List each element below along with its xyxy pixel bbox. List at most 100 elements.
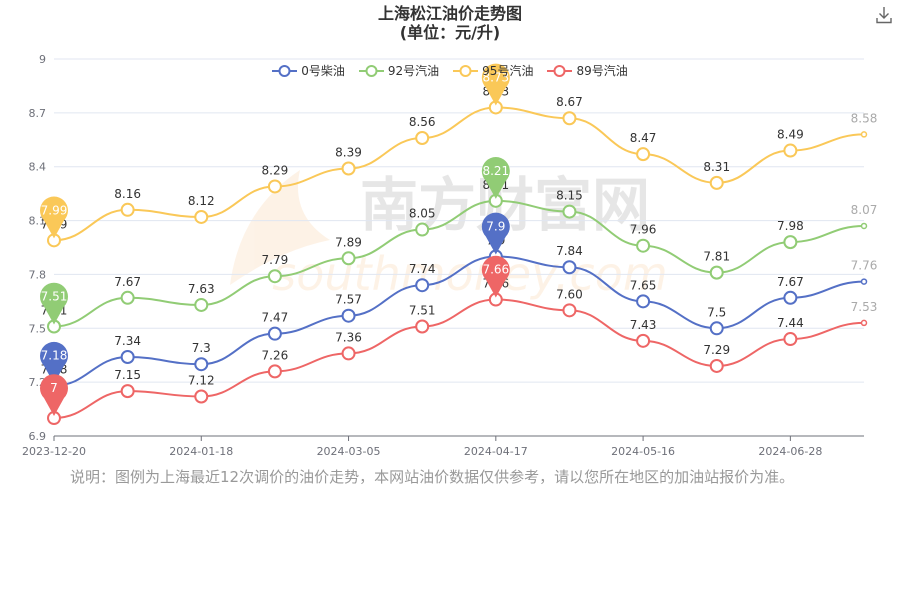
y-tick-label: 7.5 [29,322,47,335]
data-label: 7.29 [703,343,730,357]
legend-item[interactable]: 89号汽油 [547,62,628,79]
legend-item[interactable]: 0号柴油 [272,62,345,79]
y-tick-label: 6.9 [29,430,47,443]
chart-legend: 0号柴油 92号汽油 95号汽油 89号汽油 [0,62,900,79]
series-line-3 [53,298,865,420]
data-point [860,131,868,138]
data-point [194,357,209,372]
legend-label: 89号汽油 [576,64,628,78]
data-point [120,350,135,365]
data-point [783,332,798,347]
data-label: 8.56 [409,115,436,129]
data-label: 7.98 [777,219,804,233]
data-label: 7.84 [556,244,583,258]
data-label: 7.76 [851,259,878,273]
data-point [341,346,356,361]
download-icon[interactable] [876,6,892,24]
chart-title: 上海松江油价走势图 [377,4,522,23]
legend-swatch [547,64,573,77]
data-point [860,222,868,230]
data-label: 7.89 [335,235,362,249]
data-label: 7.26 [262,348,289,362]
data-point [267,179,282,194]
data-label: 7.51 [409,303,436,317]
data-label: 7.67 [777,275,804,289]
data-point [562,260,577,275]
legend-item[interactable]: 92号汽油 [358,62,439,79]
data-point [267,364,282,379]
x-tick-label: 2024-04-17 [464,445,528,458]
data-point [783,290,798,305]
data-label: 7.81 [703,250,730,264]
data-label: 7.47 [262,311,289,325]
data-label: 7.43 [630,318,657,332]
data-label: 7.53 [851,300,878,314]
data-point [194,209,209,224]
data-label: 8.67 [556,95,583,109]
x-tick-label: 2023-12-20 [22,445,86,458]
pin-label: 7.51 [41,289,68,303]
pin-marker [481,63,510,106]
legend-item[interactable]: 95号汽油 [453,62,533,79]
pin-label: 8.73 [482,70,509,84]
data-label: 7.63 [188,282,215,296]
data-point [341,161,356,176]
data-label: 7.15 [114,368,141,382]
data-point [341,251,356,266]
x-tick-label: 2024-05-16 [611,445,675,458]
data-point [415,278,430,293]
data-label: 7.79 [262,253,289,267]
y-tick-label: 9 [39,53,46,66]
data-point [709,175,724,190]
pin-marker [40,341,69,384]
legend-swatch [272,64,298,77]
pin-label: 7.9 [486,219,505,233]
pin-label: 7.66 [482,263,509,277]
pin-marker [40,196,69,239]
pin-label: 7.99 [41,203,68,217]
data-point [120,290,135,305]
data-label: 7.60 [556,287,583,301]
legend-swatch [453,64,479,77]
data-point [562,204,577,219]
data-point [267,326,282,341]
data-point [709,321,724,336]
data-label: 8.49 [777,128,804,142]
pin-label: 8.21 [482,164,509,178]
data-point [562,111,577,126]
data-point [194,389,209,404]
data-label: 7.5 [707,305,726,319]
data-point [194,297,209,312]
pin-label: 7.18 [41,349,68,363]
data-point [636,147,651,162]
x-tick-label: 2024-01-18 [169,445,233,458]
data-point [415,319,430,334]
pin-marker [481,157,510,199]
data-point [267,269,282,284]
data-label: 7.57 [335,293,362,307]
y-tick-label: 8.7 [29,107,47,120]
data-point [120,202,135,217]
data-label: 7.67 [114,275,141,289]
footnote: 说明：图例为上海最近12次调价的油价走势，本网站油价数据仅供参考，请以您所在地区… [70,468,795,486]
x-tick-label: 2024-03-05 [317,445,381,458]
pin-marker [481,212,510,255]
data-point [860,278,868,285]
chart-subtitle: (单位：元/升) [399,23,501,42]
data-label: 8.58 [851,111,878,125]
data-point [562,303,577,318]
data-point [120,384,135,399]
data-point [783,235,798,250]
data-label: 8.12 [188,194,215,208]
data-point [636,294,651,309]
data-label: 8.05 [409,207,436,221]
data-label: 8.16 [114,187,141,201]
watermark-logo [230,170,330,285]
pin-label: 7 [50,381,58,395]
data-label: 7.3 [192,341,211,355]
data-label: 7.44 [777,316,804,330]
data-point [636,238,651,253]
data-point [783,143,798,158]
legend-swatch [358,64,384,77]
